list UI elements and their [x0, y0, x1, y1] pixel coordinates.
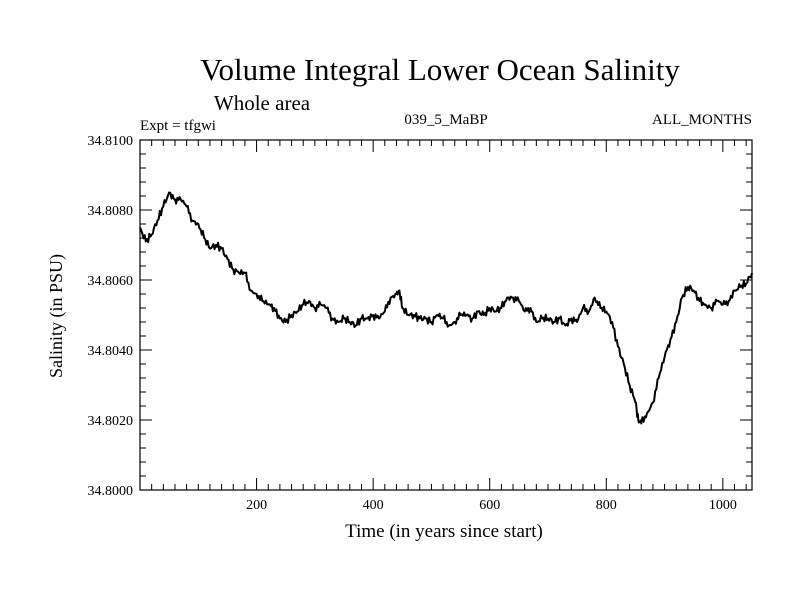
- x-tick-label: 1000: [709, 498, 737, 513]
- y-tick-label: 34.8060: [88, 274, 134, 289]
- annotation-months: ALL_MONTHS: [652, 112, 752, 128]
- chart-subtitle: Whole area: [214, 91, 311, 115]
- axis-tick-labels: 200 400 600 800 1000 34.8000 34.8020 34.8040 34.…: [88, 134, 737, 513]
- y-tick-label: 34.8000: [88, 484, 134, 499]
- x-tick-label: 800: [596, 498, 617, 513]
- annotation-experiment: Expt = tfgwi: [140, 118, 216, 134]
- y-axis-label: Salinity (in PSU): [46, 254, 67, 378]
- y-tick-label: 34.8040: [88, 344, 134, 359]
- plot-area-frame: [139, 139, 753, 491]
- annotation-period: 039_5_MaBP: [404, 112, 487, 128]
- chart-title: Volume Integral Lower Ocean Salinity: [200, 52, 680, 87]
- x-tick-label: 400: [363, 498, 384, 513]
- y-tick-label: 34.8080: [88, 204, 134, 219]
- x-axis-label: Time (in years since start): [345, 521, 543, 542]
- x-tick-label: 200: [246, 498, 267, 513]
- axis-ticks: [140, 140, 752, 490]
- salinity-series-line: [139, 191, 753, 425]
- y-tick-label: 34.8020: [88, 414, 134, 429]
- x-tick-label: 600: [479, 498, 500, 513]
- y-tick-label: 34.8100: [88, 134, 134, 149]
